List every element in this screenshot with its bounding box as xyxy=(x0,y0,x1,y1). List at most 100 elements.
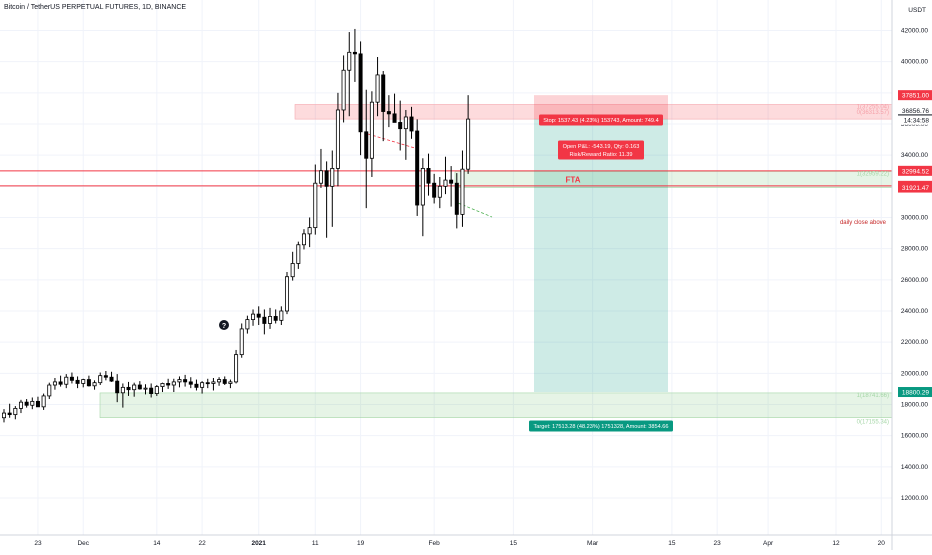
price-label xyxy=(898,182,932,193)
countdown-text: 14:34:58 xyxy=(904,118,930,125)
candle xyxy=(347,51,352,71)
chart-title: Bitcoin / TetherUS PERPETUAL FUTURES, 1D… xyxy=(4,4,187,11)
candle xyxy=(47,384,52,397)
countdown-label xyxy=(898,115,932,125)
price-axis-label: 26000.00 xyxy=(901,277,928,284)
candle xyxy=(392,113,397,123)
price-axis-label: 16000.00 xyxy=(901,433,928,440)
price-axis-label: 22000.00 xyxy=(901,339,928,346)
fta-zone[interactable] xyxy=(454,171,893,188)
candle xyxy=(35,400,40,408)
candle xyxy=(64,376,69,385)
time-axis-label: Feb xyxy=(429,540,441,547)
candle xyxy=(454,182,459,215)
position-stop-label-text: Stop: 1537.43 (4.23%) 153743, Amount: 74… xyxy=(543,118,658,124)
candle xyxy=(443,179,448,187)
candle xyxy=(301,233,306,246)
candle xyxy=(30,400,35,406)
candle xyxy=(211,381,216,384)
candle xyxy=(460,168,465,215)
time-axis-label: 12 xyxy=(832,540,840,547)
zone-label-top: 1(18741.66) xyxy=(857,393,889,399)
price-label-text: 32994.52 xyxy=(902,168,929,175)
candle xyxy=(52,381,57,386)
candle xyxy=(98,375,103,384)
candle xyxy=(92,382,97,387)
position-pnl-label-text: Risk/Reward Ratio: 11.39 xyxy=(569,152,632,158)
candle xyxy=(86,379,91,387)
candle xyxy=(217,379,222,383)
time-axis-label: Mar xyxy=(587,540,599,547)
candle xyxy=(137,384,142,390)
candle xyxy=(420,168,425,206)
candle xyxy=(268,316,273,324)
price-axis-label: 12000.00 xyxy=(901,495,928,502)
candle xyxy=(81,379,86,384)
candle xyxy=(245,319,250,330)
candle xyxy=(154,386,159,394)
candle xyxy=(188,381,193,385)
candle xyxy=(251,313,256,320)
price-label-text: 31921.47 xyxy=(902,185,929,192)
candle xyxy=(194,383,199,388)
candle xyxy=(403,116,408,130)
candle xyxy=(409,116,414,132)
candle xyxy=(239,328,244,356)
candle xyxy=(13,407,18,416)
price-label xyxy=(898,90,932,101)
price-label-text: 37851.00 xyxy=(902,93,929,100)
question-marker-text: ? xyxy=(222,323,226,330)
time-axis-label: 14 xyxy=(153,540,161,547)
candle xyxy=(341,69,346,111)
candle xyxy=(324,170,329,187)
candle xyxy=(205,382,210,385)
position-stop-area[interactable] xyxy=(534,95,668,120)
zone-label-bottom: 0(17155.34) xyxy=(857,420,889,426)
position-stop-label[interactable] xyxy=(539,114,663,126)
position-pnl-label-text: Open P&L: -543.19, Qty: 0.163 xyxy=(563,144,640,150)
candle xyxy=(143,387,148,390)
candle xyxy=(149,387,154,394)
time-axis-label: 22 xyxy=(198,540,206,547)
fta-label: FTA xyxy=(566,175,581,184)
candle xyxy=(177,379,182,383)
position-target-label[interactable] xyxy=(529,420,673,432)
question-marker-icon[interactable] xyxy=(219,320,229,330)
time-axis-label: 15 xyxy=(668,540,676,547)
candle xyxy=(437,185,442,198)
price-axis-label: 20000.00 xyxy=(901,370,928,377)
candle xyxy=(386,111,391,115)
candle xyxy=(330,168,335,187)
price-axis-label: 24000.00 xyxy=(901,308,928,315)
time-axis-label: 23 xyxy=(34,540,42,547)
candle xyxy=(200,382,205,388)
price-axis-label: 34000.00 xyxy=(901,152,928,159)
position-pnl-label[interactable] xyxy=(558,140,644,160)
candle xyxy=(466,118,471,170)
candle xyxy=(313,182,318,229)
candle xyxy=(318,170,323,184)
time-axis-label: 19 xyxy=(357,540,365,547)
time-axis-label: 11 xyxy=(312,540,319,547)
price-label-text: 36856.76 xyxy=(902,108,929,115)
support-zone[interactable] xyxy=(99,392,893,418)
candle xyxy=(228,381,233,384)
trend-line[interactable] xyxy=(367,133,419,150)
candle xyxy=(24,401,29,406)
candle xyxy=(381,74,386,112)
candle xyxy=(115,380,120,394)
price-label xyxy=(898,387,932,398)
candle xyxy=(296,244,301,264)
price-label xyxy=(898,165,932,176)
position-target-label-text: Target: 17513.28 (48.23%) 1751328, Amoun… xyxy=(534,424,669,430)
time-axis-label: 23 xyxy=(714,540,722,547)
candle xyxy=(358,53,363,133)
candle xyxy=(58,381,63,385)
candle xyxy=(132,384,137,391)
candle xyxy=(103,375,108,378)
time-axis-label: Dec xyxy=(77,540,89,547)
time-axis-label: 20 xyxy=(878,540,886,547)
candle xyxy=(279,310,284,321)
position-target-area[interactable] xyxy=(534,119,668,393)
